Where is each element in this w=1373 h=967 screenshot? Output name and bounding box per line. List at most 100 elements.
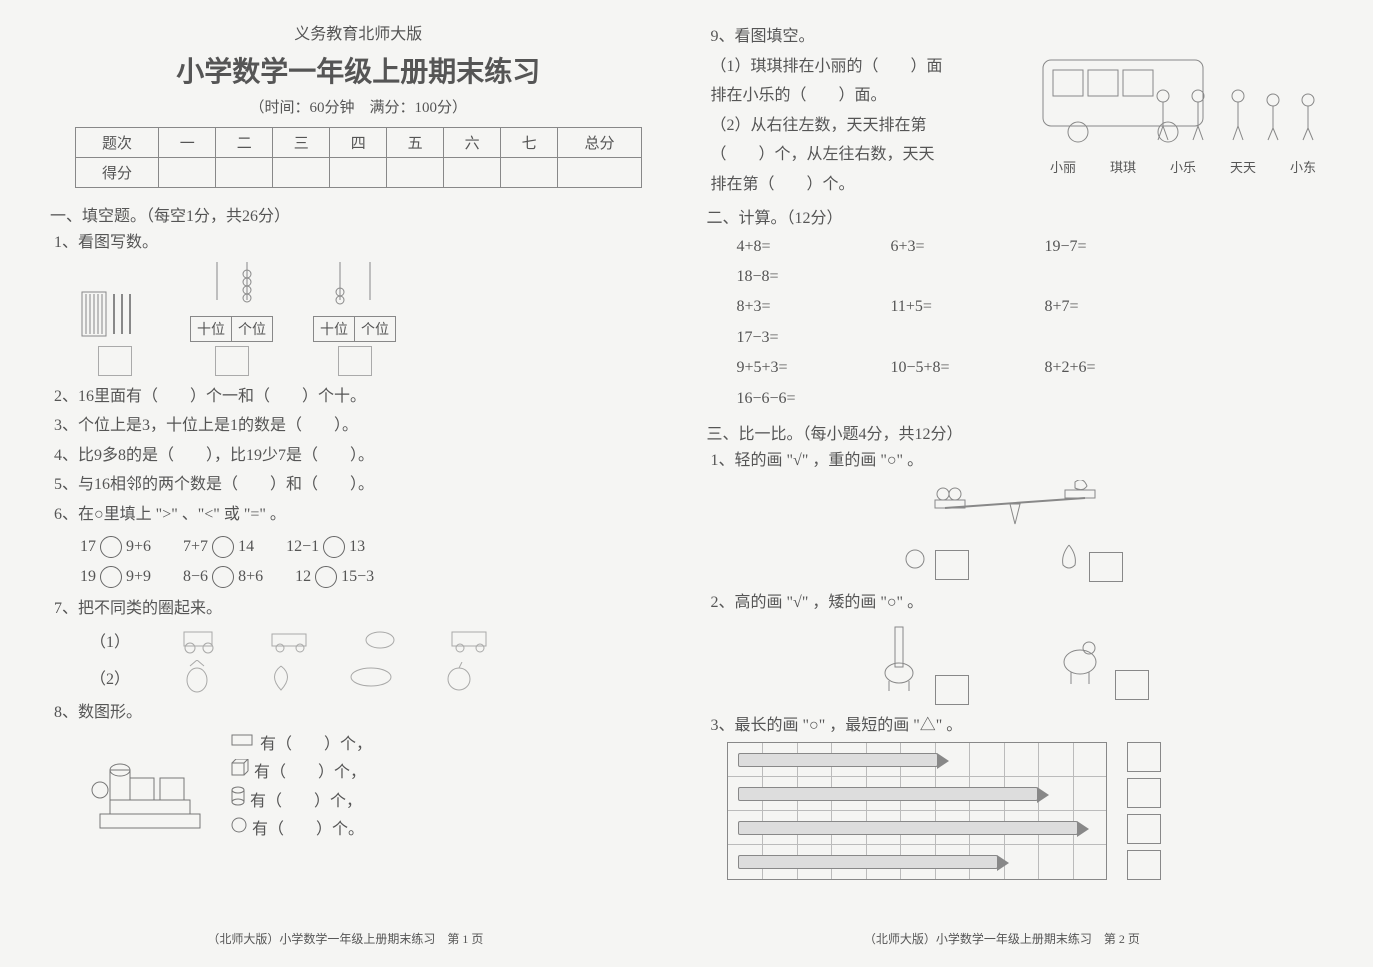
tractor-icon [180,626,220,654]
expr: 8+2+6= [1045,353,1195,383]
expr: 15−3 [341,568,374,585]
expr: 9+6 [126,538,151,555]
place-value-box: 十位 个位 [190,316,273,342]
answer-box[interactable] [935,675,969,705]
expr: 9+9 [126,568,151,585]
pencil-grid [727,742,1324,880]
sticks-icon [80,286,150,342]
answer-box[interactable] [98,346,132,376]
balance-icon [915,480,1115,530]
exam-info: （时间：60分钟 满分：100分） [50,96,667,117]
th: 四 [330,128,387,158]
place-value-box: 十位 个位 [313,316,396,342]
answer-box[interactable] [1127,850,1161,880]
bus-scene: 小丽 琪琪 小乐 天天 小东 [1033,40,1333,176]
table-row: 题次 一 二 三 四 五 六 七 总分 [75,128,641,158]
q1-figures: 十位 个位 十位 个位 [80,262,667,376]
compare-circle[interactable] [315,566,337,588]
compare-circle[interactable] [100,566,122,588]
answer-box[interactable] [338,346,372,376]
answer-box[interactable] [1115,670,1149,700]
corn-icon [360,626,400,654]
q6-row1: 179+6 7+714 12−113 [80,532,667,562]
bread-icon [348,664,394,690]
th: 一 [159,128,216,158]
subtitle: 义务教育北师大版 [50,20,667,44]
text: 有（ ）个， [260,736,372,753]
answer-box[interactable] [1127,778,1161,808]
expr: 10−5+8= [891,353,1041,383]
text: 有（ ）个， [250,793,362,810]
th: 七 [501,128,558,158]
label: （2） [90,665,130,689]
compare-circle[interactable] [323,536,345,558]
answer-box[interactable] [215,346,249,376]
expr: 8−6 [183,568,208,585]
expr: 7+7 [183,538,208,555]
th: 三 [273,128,330,158]
name: 琪琪 [1110,157,1136,176]
line: 有（ ）个， [230,786,372,811]
item [901,545,975,580]
text: 有（ ）个。 [252,821,364,838]
expr: 8+6 [238,568,263,585]
calc-row-1: 4+8= 6+3= 19−7= 18−8= [737,232,1324,293]
footer-1: （北师大版）小学数学一年级上册期末练习 第 1 页 [50,930,641,947]
line: 有（ ）个， [230,758,372,782]
compare-circle[interactable] [212,566,234,588]
answer-box[interactable] [1127,814,1161,844]
truck-icon [270,626,310,654]
calc-row-2: 8+3= 11+5= 8+7= 17−3= [737,292,1324,353]
balance-figure [707,480,1324,535]
expr: 6+3= [891,232,1041,262]
expr: 11+5= [891,292,1041,322]
expr: 4+8= [737,232,887,262]
tens-label: 十位 [314,317,355,341]
section-1-heading: 一、填空题。（每空1分，共26分） [50,202,667,226]
page-1: 义务教育北师大版 小学数学一年级上册期末练习 （时间：60分钟 满分：100分）… [30,20,687,947]
pineapple-icon [180,660,214,694]
label: （1） [90,628,130,652]
section-2-heading: 二、计算。（12分） [707,204,1324,228]
names-row: 小丽 琪琪 小乐 天天 小东 [1033,157,1333,176]
th: 六 [444,128,501,158]
calc-row-3: 9+5+3= 10−5+8= 8+2+6= 16−6−6= [737,353,1324,414]
q4: 4、比9多8的是（ ），比19少7是（ ）。 [54,443,667,469]
sphere-icon [230,816,248,834]
ones-label: 个位 [232,317,272,341]
compare-circle[interactable] [212,536,234,558]
q3: 3、个位上是3，十位上是1的数是（ ）。 [54,413,667,439]
deer-icon [1055,628,1105,688]
name: 小乐 [1170,157,1196,176]
answer-box[interactable] [1127,742,1161,772]
q5: 5、与16相邻的两个数是（ ）和（ ）。 [54,472,667,498]
page-2: 9、看图填空。 （1）琪琪排在小丽的（ ）面 排在小乐的（ ）面。 （2）从右往… [687,20,1344,947]
s3-q3: 3、最长的画 "○" ，最短的画 "△" 。 [711,713,1324,739]
answer-box[interactable] [1089,552,1123,582]
section-3-heading: 三、比一比。（每小题4分，共12分） [707,420,1324,444]
answer-column [1121,742,1167,880]
strawberry-icon [264,662,298,692]
item [1055,628,1155,699]
q7-row2: （2） [90,660,667,694]
compare-circle[interactable] [100,536,122,558]
q1: 1、看图写数。 [54,230,667,256]
td: 得分 [75,158,159,188]
cylinder-icon [230,786,246,806]
expr: 12 [295,568,311,585]
expr: 12−1 [286,538,319,555]
q6-row2: 199+9 8−68+6 1215−3 [80,562,667,592]
s3-q2: 2、高的画 "√" ，矮的画 "○" 。 [711,590,1324,616]
item [1055,543,1129,582]
s3-q2-answers [707,623,1324,704]
answer-box[interactable] [935,550,969,580]
name: 小丽 [1050,157,1076,176]
expr: 8+7= [1045,292,1195,322]
name: 小东 [1290,157,1316,176]
th: 五 [387,128,444,158]
cuboid-icon [230,733,256,749]
abacus-figure-2: 十位 个位 [313,262,396,376]
tens-label: 十位 [191,317,232,341]
expr: 8+3= [737,292,887,322]
q9-3: （2）从右往左数，天天排在第 [711,113,1051,139]
